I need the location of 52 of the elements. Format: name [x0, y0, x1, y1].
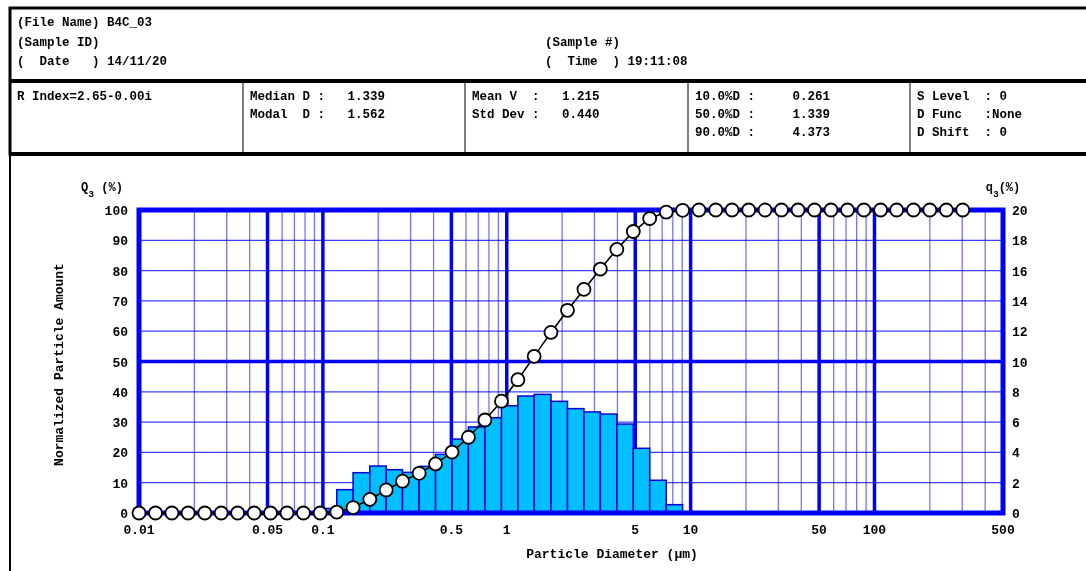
- x-tick-label: 1: [502, 523, 511, 538]
- y-axis-title: Normalized Particle Amount: [52, 263, 67, 466]
- text: Modal D : 1.562: [250, 108, 386, 122]
- y-tick-label: 70: [112, 294, 129, 310]
- text: 50.0%D : 1.339: [695, 108, 831, 122]
- y-tick-label: 90: [112, 234, 129, 250]
- text: (Sample #): [545, 36, 621, 50]
- x-tick-label: 50: [811, 523, 828, 538]
- y2-tick-label: 6: [1012, 416, 1020, 432]
- x-tick-label: 100: [862, 523, 887, 538]
- y2-tick-label: 12: [1012, 325, 1028, 341]
- text: Median D : 1.339: [250, 90, 386, 104]
- y-tick-label: 40: [112, 385, 129, 401]
- text: D Shift : 0: [917, 126, 1008, 140]
- x-tick-label: 500: [991, 523, 1015, 538]
- x-tick-label: 0.5: [439, 523, 464, 538]
- y-tick-label: 50: [112, 355, 129, 371]
- text: 90.0%D : 4.373: [695, 126, 831, 140]
- y-tick-label: 60: [112, 325, 129, 341]
- text: (File Name) B4C_03: [17, 16, 153, 30]
- y2-tick-label: 8: [1012, 385, 1020, 401]
- text: D Func :None: [917, 108, 1023, 122]
- text: 10.0%D : 0.261: [695, 90, 831, 104]
- y2-tick-label: 0: [1012, 507, 1020, 522]
- text: Q$_{3}$ (%): [81, 181, 123, 200]
- text: Std Dev : 0.440: [472, 108, 600, 122]
- y2-tick-label: 20: [1012, 204, 1028, 219]
- text: S Level : 0: [917, 90, 1008, 104]
- y-tick-label: 80: [112, 264, 129, 280]
- text: ( Time ) 19:11:08: [545, 55, 688, 69]
- text: (Sample ID): [17, 36, 100, 50]
- text: ( Date ) 14/11/20: [17, 55, 168, 69]
- x-tick-label: 0.1: [311, 523, 335, 538]
- y2-tick-label: 10: [1012, 355, 1028, 371]
- x-tick-label: 10: [682, 523, 699, 538]
- x-tick-label: 5: [631, 523, 640, 538]
- x-tick-label: 0.01: [123, 523, 155, 538]
- y2-tick-label: 18: [1012, 234, 1028, 250]
- y-tick-label: 30: [112, 416, 129, 432]
- text: R Index=2.65-0.00i: [17, 90, 153, 104]
- y2-tick-label: 16: [1012, 264, 1028, 280]
- y-tick-label: 0: [120, 507, 129, 522]
- x-axis-title: Particle Diameter (μm): [526, 547, 698, 562]
- text: Mean V : 1.215: [472, 90, 600, 104]
- y-tick-label: 20: [112, 446, 129, 462]
- y2-tick-label: 2: [1012, 476, 1020, 492]
- y2-tick-label: 4: [1012, 446, 1020, 462]
- y-tick-label: 10: [112, 476, 129, 492]
- y-tick-label: 100: [104, 204, 129, 219]
- y2-axis-title: q$_{3}$(%): [985, 181, 1021, 200]
- x-tick-label: 0.05: [251, 523, 284, 538]
- y2-tick-label: 14: [1012, 294, 1028, 310]
